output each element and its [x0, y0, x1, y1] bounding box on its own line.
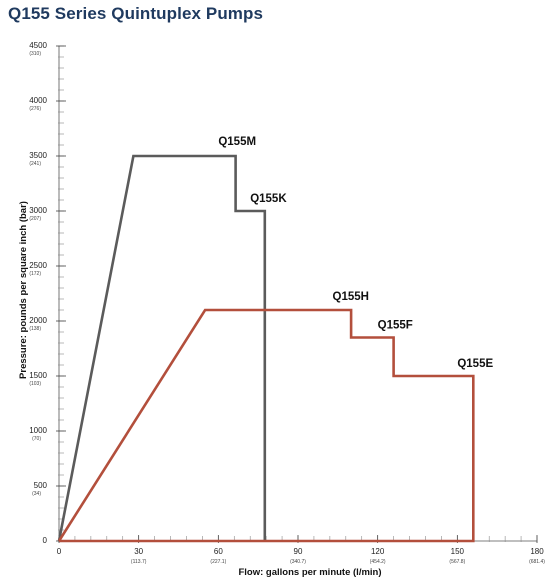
x-axis-label: Flow: gallons per minute (l/min): [238, 567, 381, 578]
y-tick-sublabel: (241): [29, 161, 41, 167]
y-tick-label: 1000: [29, 426, 47, 435]
y-tick-sublabel: (138): [29, 326, 41, 332]
series-annotation: Q155F: [378, 320, 413, 332]
series-annotation: Q155H: [333, 291, 369, 303]
series-line-2: [57, 308, 475, 543]
x-tick-sublabel: (340.7): [290, 559, 306, 565]
y-tick-sublabel: (276): [29, 106, 41, 112]
x-tick-sublabel: (454.2): [370, 559, 386, 565]
label-layer: Q155M Q155K Q155H Q155F Q155E: [218, 136, 493, 370]
y-tick-label: 1500: [29, 371, 47, 380]
x-tick-label: 60: [214, 547, 223, 556]
series-layer: [57, 154, 475, 543]
y-tick-label: 2000: [29, 316, 47, 325]
x-tick-label: 90: [294, 547, 303, 556]
y-tick-label: 500: [34, 481, 48, 490]
y-tick-sublabel: (34): [32, 491, 41, 497]
y-tick-sublabel: (103): [29, 381, 41, 387]
y-tick-label: 0: [43, 536, 48, 545]
y-tick-sublabel: (172): [29, 271, 41, 277]
y-tick-sublabel: (207): [29, 216, 41, 222]
x-tick-label: 120: [371, 547, 385, 556]
series-annotation: Q155E: [457, 358, 493, 370]
series-annotation: Q155K: [250, 193, 287, 205]
y-tick-sublabel: (70): [32, 436, 41, 442]
y-tick-label: 4500: [29, 41, 47, 50]
y-axis-label: Pressure: pounds per square inch (bar): [18, 201, 29, 379]
x-tick-label: 0: [57, 547, 62, 556]
axes-layer: 0500(34)1000(70)1500(103)2000(138)2500(1…: [29, 41, 545, 565]
y-tick-label: 4000: [29, 96, 47, 105]
page-title: Q155 Series Quintuplex Pumps: [8, 4, 264, 23]
x-tick-label: 30: [134, 547, 143, 556]
y-tick-label: 3000: [29, 206, 47, 215]
x-tick-sublabel: (227.1): [210, 559, 226, 565]
series-annotation: Q155M: [218, 136, 256, 148]
series-line-1: [57, 154, 267, 542]
x-tick-sublabel: (113.7): [131, 559, 147, 565]
x-tick-sublabel: (567.8): [449, 559, 465, 565]
x-tick-label: 150: [451, 547, 465, 556]
y-tick-label: 3500: [29, 151, 47, 160]
x-tick-label: 180: [530, 547, 544, 556]
y-tick-label: 2500: [29, 261, 47, 270]
x-tick-sublabel: (681.4): [529, 559, 545, 565]
y-tick-sublabel: (310): [29, 51, 41, 57]
